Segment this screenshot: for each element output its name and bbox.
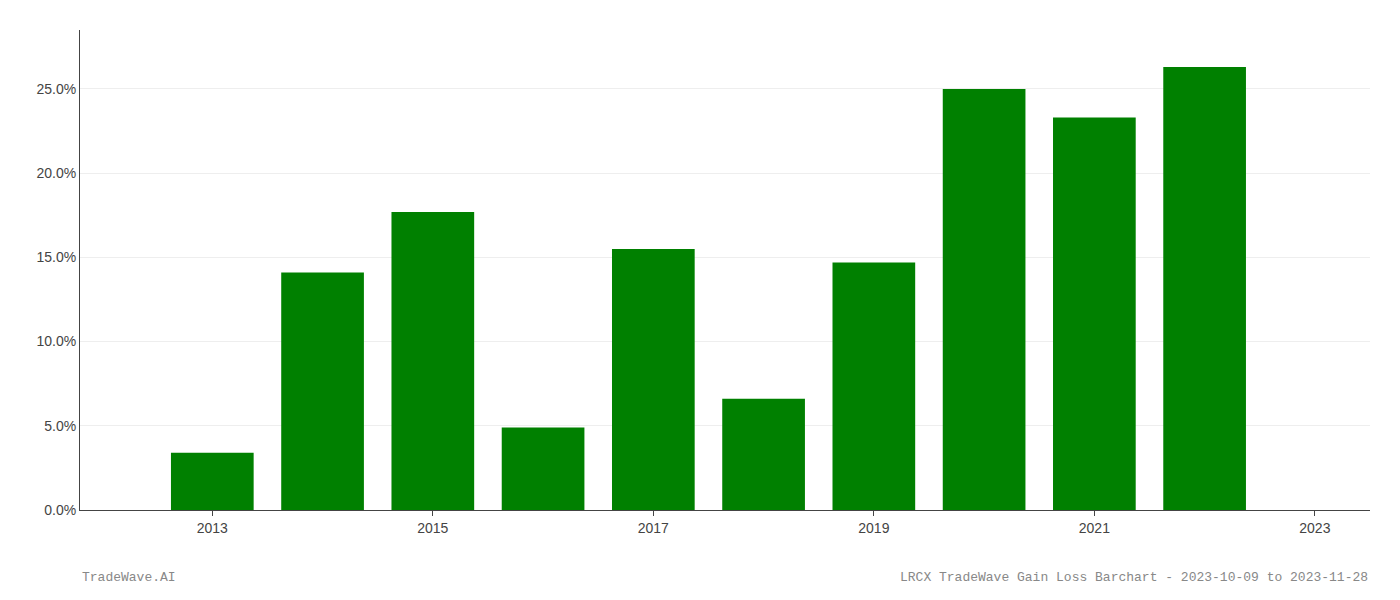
svg-text:10.0%: 10.0% xyxy=(36,333,76,349)
svg-text:5.0%: 5.0% xyxy=(44,418,76,434)
svg-text:2021: 2021 xyxy=(1079,520,1110,536)
svg-text:TradeWave.AI: TradeWave.AI xyxy=(82,570,176,585)
svg-text:2013: 2013 xyxy=(197,520,228,536)
svg-text:15.0%: 15.0% xyxy=(36,249,76,265)
svg-text:LRCX TradeWave Gain Loss Barch: LRCX TradeWave Gain Loss Barchart - 2023… xyxy=(900,570,1368,585)
svg-text:0.0%: 0.0% xyxy=(44,502,76,518)
svg-text:2017: 2017 xyxy=(638,520,669,536)
svg-text:25.0%: 25.0% xyxy=(36,81,76,97)
svg-text:2023: 2023 xyxy=(1299,520,1330,536)
svg-text:20.0%: 20.0% xyxy=(36,165,76,181)
svg-text:2015: 2015 xyxy=(417,520,448,536)
svg-text:2019: 2019 xyxy=(858,520,889,536)
